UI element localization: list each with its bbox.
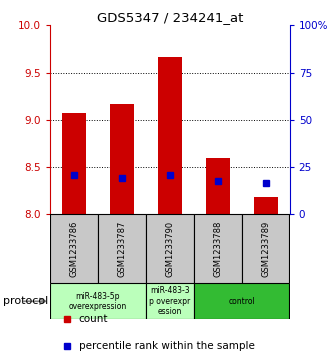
Bar <box>206 158 230 214</box>
Bar <box>194 283 289 319</box>
Bar <box>146 283 193 319</box>
Text: miR-483-3
p overexpr
ession: miR-483-3 p overexpr ession <box>149 286 190 316</box>
Bar <box>146 214 193 283</box>
Bar <box>158 57 182 214</box>
Text: GSM1233790: GSM1233790 <box>165 221 174 277</box>
Text: miR-483-5p
overexpression: miR-483-5p overexpression <box>69 291 127 311</box>
Bar <box>62 113 86 214</box>
Text: GSM1233787: GSM1233787 <box>117 220 127 277</box>
Bar <box>50 283 146 319</box>
Text: GSM1233789: GSM1233789 <box>261 221 270 277</box>
Text: percentile rank within the sample: percentile rank within the sample <box>79 341 255 351</box>
Bar <box>50 214 98 283</box>
Bar <box>254 197 278 214</box>
Text: control: control <box>228 297 255 306</box>
Text: protocol: protocol <box>3 296 49 306</box>
Bar <box>110 104 134 214</box>
Text: count: count <box>79 314 108 323</box>
Bar <box>242 214 289 283</box>
Bar <box>194 214 241 283</box>
Title: GDS5347 / 234241_at: GDS5347 / 234241_at <box>97 11 243 24</box>
Text: GSM1233788: GSM1233788 <box>213 220 222 277</box>
Bar <box>98 214 146 283</box>
Text: GSM1233786: GSM1233786 <box>69 220 79 277</box>
